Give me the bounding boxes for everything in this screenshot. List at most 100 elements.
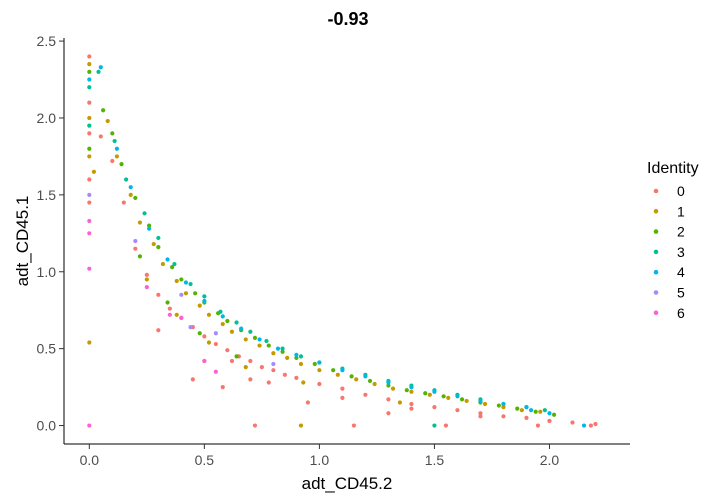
- y-axis-title: adt_CD45.1: [13, 196, 32, 287]
- data-point: [386, 383, 391, 388]
- data-point: [271, 368, 276, 373]
- data-point: [501, 404, 506, 410]
- data-point: [87, 100, 92, 105]
- data-point: [174, 312, 179, 317]
- data-point: [243, 365, 248, 370]
- data-point: [280, 346, 285, 351]
- data-point: [156, 328, 161, 333]
- data-point: [142, 211, 147, 216]
- data-point: [335, 372, 340, 377]
- data-point: [340, 395, 345, 400]
- data-point: [124, 177, 129, 182]
- data-point: [121, 200, 126, 205]
- data-point: [363, 374, 368, 379]
- data-point: [478, 411, 483, 416]
- data-point: [259, 365, 264, 370]
- series-5: [87, 192, 276, 367]
- data-point: [137, 220, 143, 225]
- data-point: [197, 303, 202, 308]
- data-point: [133, 238, 138, 244]
- data-point: [112, 138, 117, 144]
- data-point: [165, 300, 170, 305]
- data-point: [593, 421, 598, 427]
- data-point: [110, 131, 115, 136]
- data-point: [87, 85, 92, 90]
- data-point: [524, 415, 529, 420]
- legend-label-5: 5: [677, 285, 685, 301]
- data-point: [96, 69, 101, 74]
- data-point: [87, 266, 92, 271]
- data-point: [167, 312, 172, 317]
- data-point: [317, 360, 322, 365]
- data-point: [172, 261, 177, 267]
- data-point: [110, 158, 115, 164]
- y-tick-label: 0.0: [37, 418, 57, 434]
- data-point: [87, 54, 92, 59]
- legend-label-4: 4: [677, 264, 685, 280]
- data-point: [409, 384, 414, 390]
- data-point: [239, 326, 244, 331]
- data-point: [243, 337, 248, 342]
- data-point: [501, 401, 506, 407]
- data-point: [119, 162, 124, 167]
- data-point: [202, 298, 207, 304]
- data-point: [441, 394, 446, 399]
- data-point: [156, 235, 161, 241]
- data-point: [144, 277, 149, 282]
- legend-label-2: 2: [677, 224, 685, 240]
- data-point: [551, 412, 557, 417]
- legend-key-2: [653, 229, 659, 234]
- data-point: [87, 77, 92, 82]
- legend-label-6: 6: [677, 305, 685, 321]
- data-point: [114, 154, 120, 159]
- data-point: [317, 381, 322, 387]
- data-point: [386, 380, 391, 385]
- data-point: [234, 320, 239, 325]
- data-point: [220, 314, 225, 319]
- data-point: [257, 337, 262, 342]
- data-point: [252, 335, 258, 340]
- legend-key-4: [653, 269, 659, 275]
- data-point: [409, 389, 414, 394]
- data-point: [234, 354, 239, 359]
- data-point: [547, 411, 552, 416]
- data-point: [183, 291, 189, 296]
- legend-key-0: [653, 188, 659, 194]
- x-tick-label: 1.0: [310, 452, 330, 468]
- x-tick-label: 2.0: [540, 452, 560, 468]
- data-point: [285, 355, 290, 360]
- data-point: [190, 377, 195, 382]
- data-point: [179, 292, 184, 297]
- data-point: [478, 414, 483, 419]
- data-point: [229, 358, 235, 364]
- y-ticks: 0.0 0.5 1.0 1.5 2.0 2.5: [37, 33, 64, 434]
- series-6: [87, 218, 218, 428]
- data-point: [87, 218, 92, 224]
- data-point: [446, 395, 451, 400]
- data-point: [101, 108, 106, 113]
- data-point: [294, 355, 299, 360]
- data-point: [340, 368, 345, 373]
- legend-label-1: 1: [677, 203, 685, 219]
- axes: [63, 38, 630, 445]
- data-point: [87, 69, 92, 74]
- data-point: [298, 423, 304, 428]
- data-point: [501, 414, 506, 419]
- chart-title: -0.93: [327, 9, 368, 29]
- data-point: [133, 246, 138, 251]
- data-point: [390, 386, 396, 391]
- data-point: [183, 280, 189, 285]
- data-point: [542, 408, 547, 413]
- data-point: [257, 343, 262, 348]
- legend-label-0: 0: [677, 183, 685, 199]
- series-1: [87, 62, 543, 428]
- legend-key-3: [653, 249, 659, 255]
- data-point: [581, 423, 587, 428]
- data-point: [372, 381, 377, 387]
- data-point: [404, 388, 409, 393]
- data-point: [188, 325, 193, 330]
- data-point: [87, 123, 92, 128]
- data-point: [354, 377, 359, 382]
- legend: Identity 0 1 2 3 4 5 6: [647, 160, 699, 321]
